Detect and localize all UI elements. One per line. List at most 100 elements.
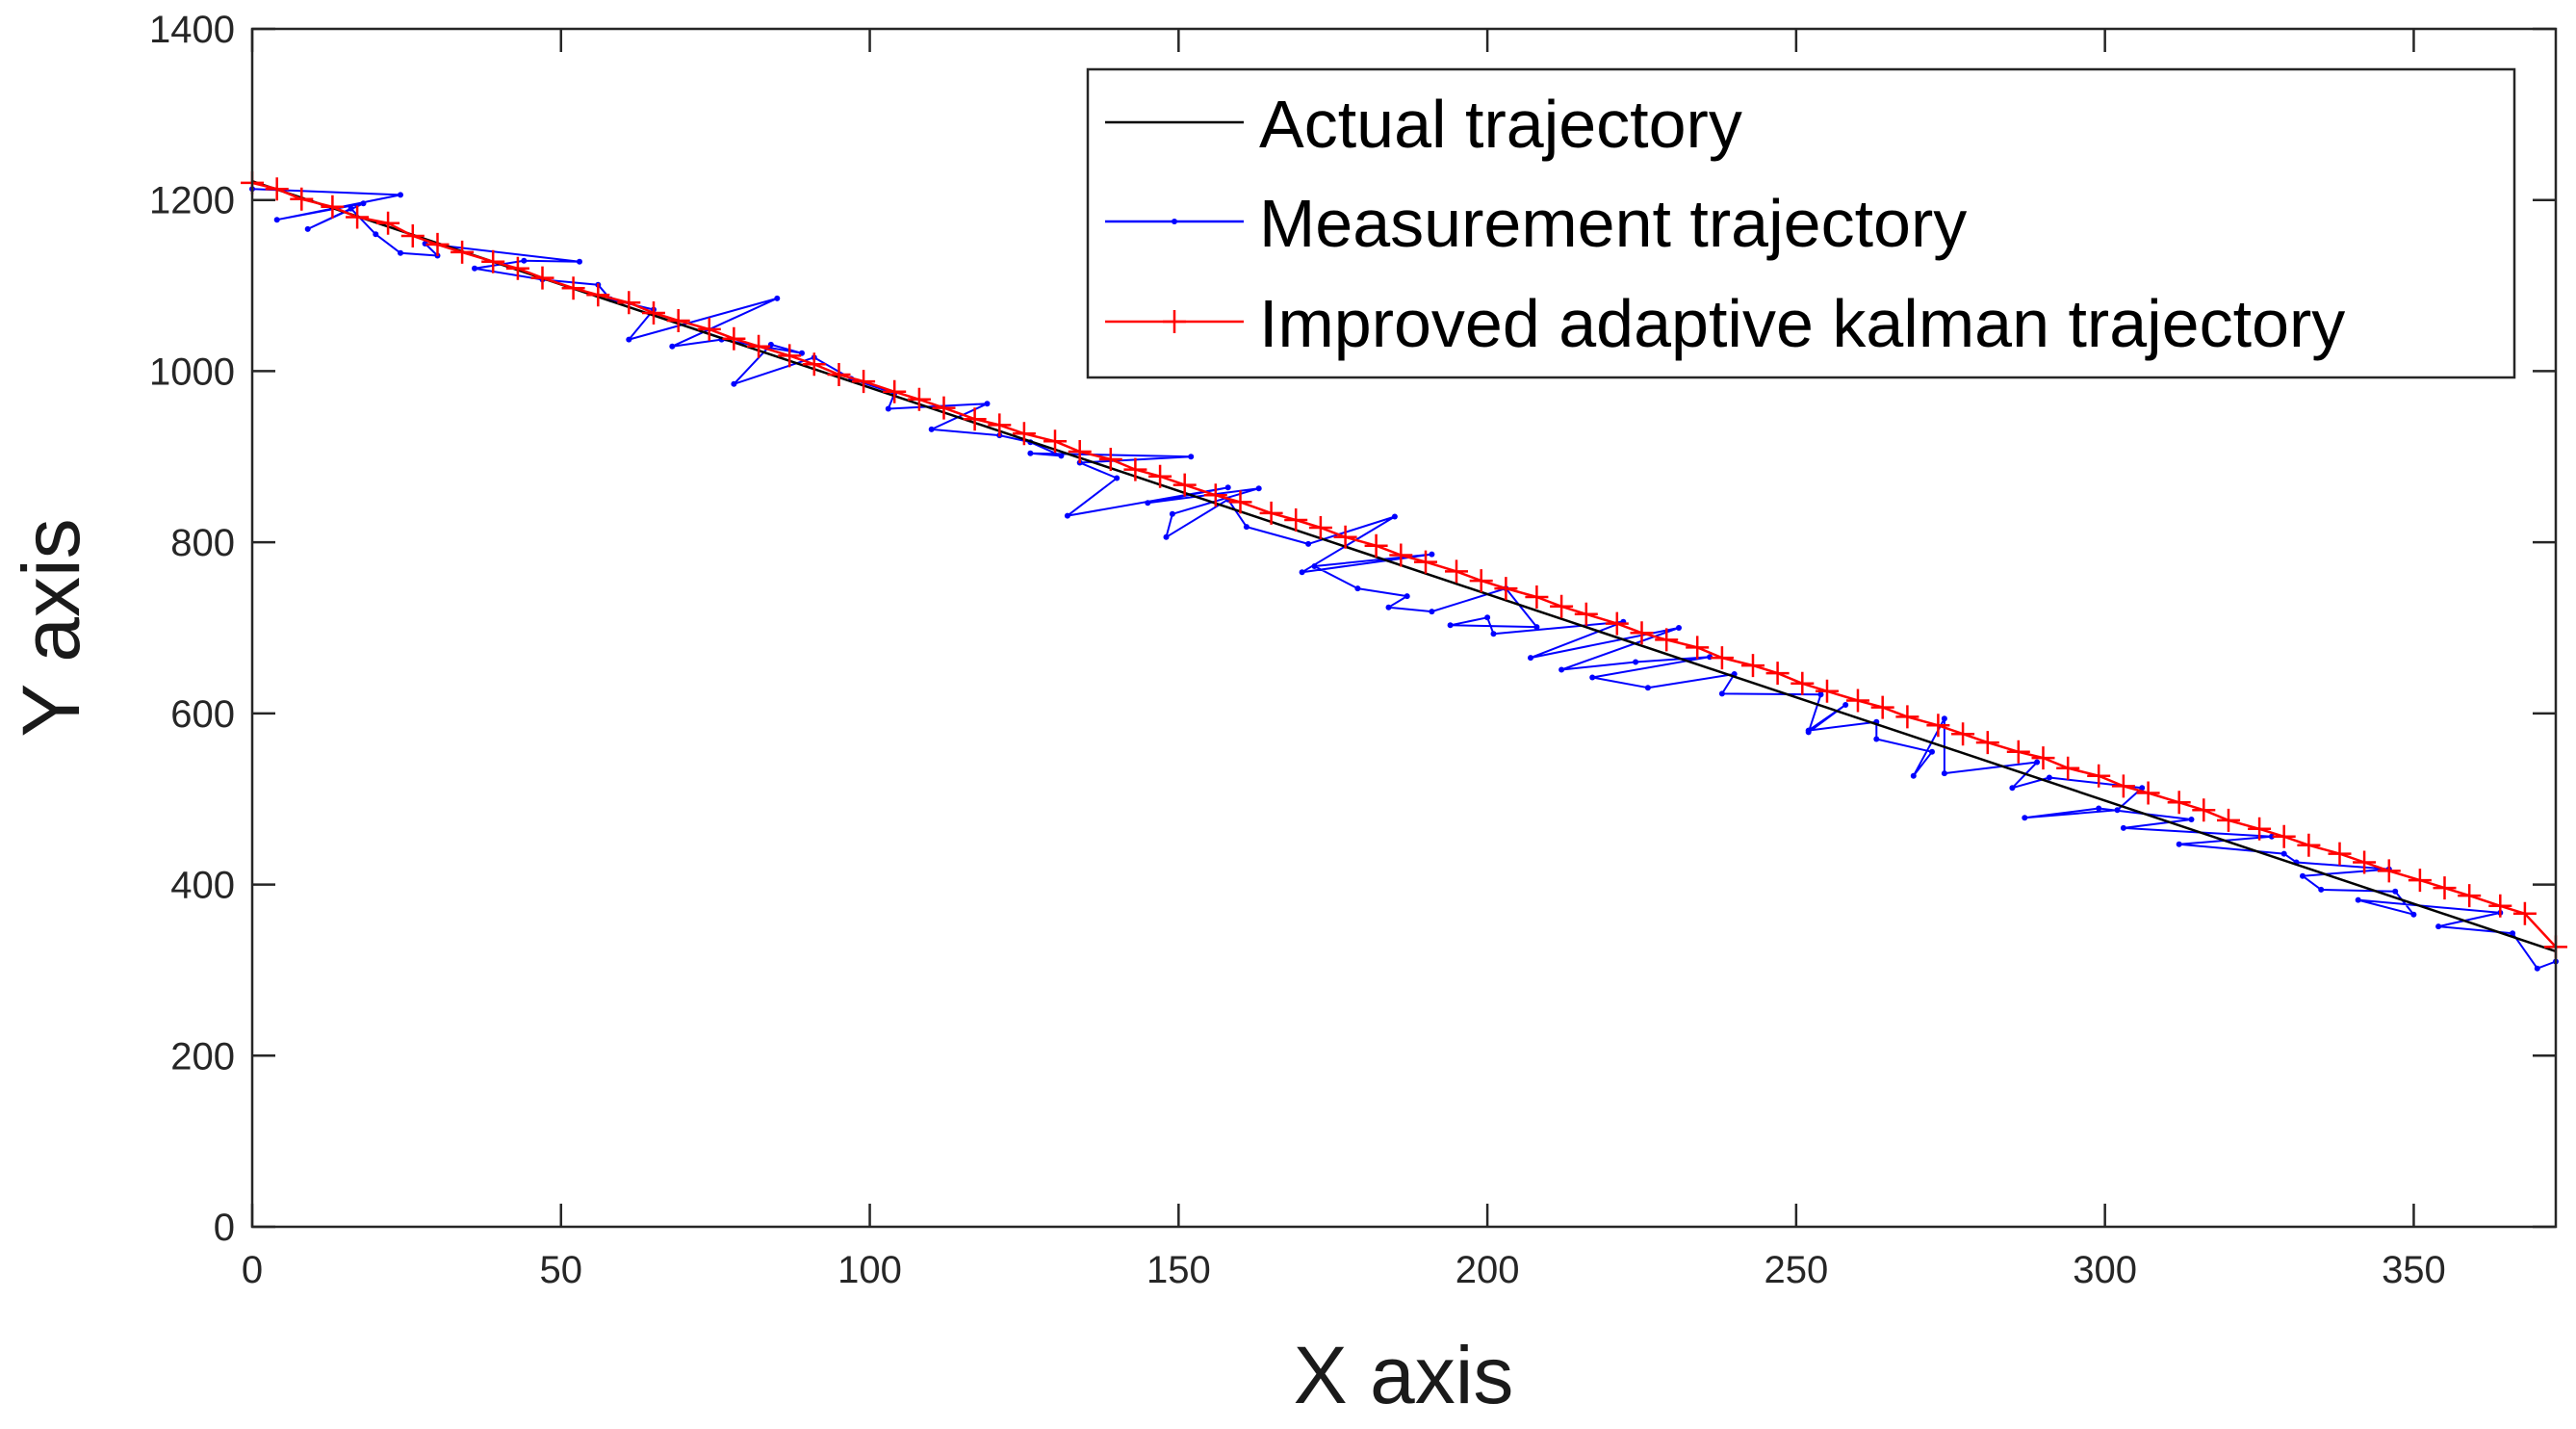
measurement-point <box>373 231 379 238</box>
kalman-point <box>2136 781 2160 805</box>
kalman-point <box>1870 695 1894 719</box>
kalman-point <box>2488 894 2512 918</box>
kalman-point <box>1364 533 1388 558</box>
kalman-point <box>827 363 851 386</box>
measurement-point <box>2176 841 2182 847</box>
kalman-point <box>2248 817 2272 841</box>
legend-box <box>1086 67 2516 379</box>
measurement-point <box>1064 512 1070 519</box>
kalman-point <box>2328 842 2352 866</box>
legend-label-actual: Actual trajectory <box>1259 87 1742 162</box>
measurement-point <box>1528 655 1533 662</box>
measurement-point <box>1391 513 1398 520</box>
kalman-point <box>1333 525 1357 549</box>
measurement-point <box>1354 585 1361 592</box>
kalman-point <box>963 407 987 431</box>
series-actual <box>251 180 2557 953</box>
kalman-point <box>1098 448 1122 471</box>
y-tick-label: 800 <box>170 522 235 564</box>
series-line-actual <box>251 180 2557 953</box>
kalman-point <box>1148 464 1172 488</box>
x-axis-title: X axis <box>1294 1330 1514 1420</box>
kalman-point <box>1494 577 1518 601</box>
kalman-point <box>1172 473 1197 497</box>
measurement-point <box>2410 911 2417 918</box>
kalman-point <box>1630 621 1654 645</box>
kalman-point <box>1525 585 1549 609</box>
kalman-point <box>666 309 690 332</box>
series-layer <box>241 170 2567 972</box>
measurement-point <box>521 257 528 264</box>
measurement-point <box>273 217 280 223</box>
measurement-point <box>398 249 403 256</box>
measurement-point <box>1644 685 1651 691</box>
measurement-point <box>2009 785 2016 792</box>
kalman-point <box>1389 543 1413 567</box>
series-measurement <box>249 186 2559 972</box>
measurement-point <box>1429 609 1435 615</box>
measurement-point <box>928 426 935 432</box>
kalman-point <box>907 387 931 411</box>
measurement-point <box>1589 674 1596 681</box>
measurement-point <box>1490 631 1497 637</box>
kalman-point <box>1790 671 1815 695</box>
measurement-point <box>1169 510 1175 517</box>
kalman-point <box>1043 429 1067 454</box>
measurement-point <box>2510 930 2516 937</box>
kalman-point <box>2192 798 2216 822</box>
kalman-point <box>883 379 907 403</box>
x-tick-label: 0 <box>242 1249 263 1291</box>
measurement-point <box>1305 540 1312 547</box>
kalman-point <box>747 334 771 358</box>
series-kalman <box>241 170 2567 959</box>
axes-frame <box>250 27 2558 1229</box>
kalman-point <box>290 187 314 211</box>
measurement-point <box>398 192 403 198</box>
measurement-point <box>2022 815 2028 821</box>
measurement-point <box>1114 475 1121 481</box>
kalman-point <box>2111 774 2135 798</box>
measurement-point <box>1385 604 1392 611</box>
measurement-point <box>1255 485 1262 492</box>
legend-marker-kalman <box>1163 310 1186 333</box>
kalman-point <box>1068 440 1092 463</box>
kalman-point <box>1123 457 1147 481</box>
kalman-point <box>932 396 956 420</box>
kalman-point <box>2087 764 2111 788</box>
measurement-point <box>1533 624 1540 631</box>
measurement-point <box>2280 850 2287 857</box>
kalman-point <box>852 370 876 394</box>
measurement-point <box>1842 702 1849 708</box>
measurement-point <box>1163 533 1170 540</box>
measurement-point <box>2034 759 2041 766</box>
kalman-point <box>376 211 400 235</box>
y-tick-label: 1400 <box>149 9 235 51</box>
kalman-point <box>2056 756 2080 780</box>
measurement-point <box>1873 736 1880 742</box>
kalman-point <box>1816 679 1839 703</box>
kalman-point <box>1414 550 1437 574</box>
measurement-point <box>2318 886 2325 893</box>
measurement-point <box>1484 614 1491 621</box>
measurement-point <box>1941 715 1947 722</box>
kalman-point <box>1012 422 1036 446</box>
kalman-point <box>2272 824 2296 848</box>
kalman-point <box>2167 791 2191 815</box>
measurement-point <box>2392 888 2399 895</box>
kalman-point <box>2217 808 2240 832</box>
measurement-point <box>669 343 676 350</box>
measurement-point <box>2188 817 2195 822</box>
legend: Actual trajectory Measurement trajectory… <box>1086 67 2516 379</box>
measurement-point <box>2120 824 2126 831</box>
kalman-point <box>1308 516 1332 539</box>
measurement-point <box>1558 666 1565 673</box>
kalman-point <box>481 249 505 273</box>
kalman-point <box>722 326 746 351</box>
legend-label-measurement: Measurement trajectory <box>1259 186 1967 261</box>
measurement-point <box>472 265 477 272</box>
measurement-point <box>2300 872 2306 879</box>
y-tick-label: 600 <box>170 693 235 736</box>
measurement-point <box>1910 772 1917 779</box>
measurement-point <box>626 336 632 343</box>
